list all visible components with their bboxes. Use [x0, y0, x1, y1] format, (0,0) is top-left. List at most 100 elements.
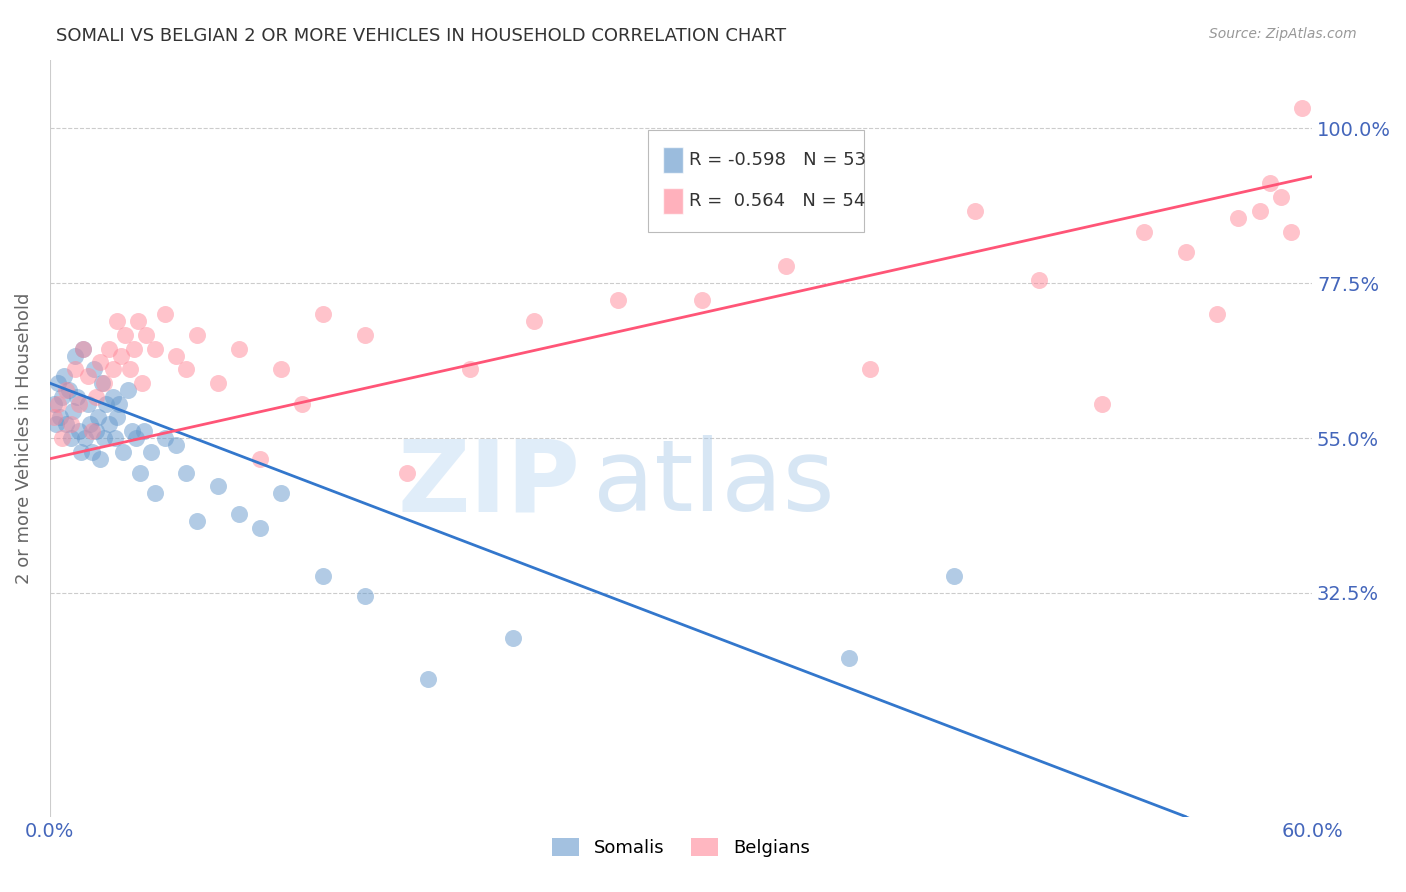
Point [129, 466, 152, 480]
Point [87, 410, 110, 425]
Point [207, 376, 229, 390]
Text: SOMALI VS BELGIAN 2 OR MORE VEHICLES IN HOUSEHOLD CORRELATION CHART: SOMALI VS BELGIAN 2 OR MORE VEHICLES IN … [56, 27, 786, 45]
Point [89, 451, 111, 466]
Point [93, 376, 115, 390]
Point [228, 342, 250, 356]
Point [63, 362, 86, 376]
Point [45, 417, 67, 432]
Point [76, 397, 98, 411]
Point [135, 327, 157, 342]
Point [1291, 101, 1313, 115]
Point [143, 486, 166, 500]
Point [93, 431, 115, 445]
Point [122, 342, 145, 356]
Point [418, 672, 440, 686]
Point [1133, 225, 1156, 239]
Point [186, 327, 208, 342]
Point [63, 349, 86, 363]
Point [1270, 190, 1292, 204]
Point [270, 362, 292, 376]
Point [1279, 225, 1302, 239]
Point [176, 362, 198, 376]
Point [121, 424, 143, 438]
Point [55, 417, 77, 432]
Point [354, 590, 377, 604]
Point [270, 486, 292, 500]
Point [1249, 204, 1271, 219]
Point [97, 342, 120, 356]
Point [110, 349, 132, 363]
Point [101, 390, 124, 404]
Point [775, 259, 797, 273]
Point [460, 362, 482, 376]
Point [80, 424, 103, 438]
Point [134, 424, 156, 438]
Point [70, 445, 93, 459]
Point [1206, 307, 1229, 321]
Point [49, 410, 72, 425]
Point [80, 445, 103, 459]
Point [117, 383, 139, 397]
Point [67, 397, 90, 411]
Point [101, 362, 124, 376]
Point [46, 376, 69, 390]
Point [396, 466, 419, 480]
Point [42, 397, 65, 411]
Point [207, 479, 229, 493]
Text: R = -0.598   N = 53: R = -0.598 N = 53 [689, 152, 866, 169]
Point [965, 204, 987, 219]
Point [51, 390, 73, 404]
Point [155, 431, 177, 445]
Point [1227, 211, 1250, 225]
Point [131, 376, 153, 390]
Point [354, 327, 377, 342]
Point [75, 431, 97, 445]
Point [312, 307, 335, 321]
Point [72, 342, 94, 356]
Point [312, 569, 335, 583]
Point [1091, 397, 1114, 411]
Point [83, 362, 105, 376]
Point [690, 293, 713, 308]
Point [291, 397, 314, 411]
Point [46, 397, 69, 411]
Point [186, 514, 208, 528]
Point [165, 349, 187, 363]
Point [838, 651, 860, 665]
Point [118, 362, 141, 376]
Point [1174, 245, 1197, 260]
Point [42, 410, 65, 425]
Point [84, 390, 107, 404]
Point [176, 466, 198, 480]
Point [72, 342, 94, 356]
Legend: Somalis, Belgians: Somalis, Belgians [546, 830, 817, 864]
Point [53, 369, 76, 384]
Point [67, 424, 90, 438]
Point [249, 520, 271, 534]
Point [502, 631, 524, 645]
Point [249, 451, 271, 466]
Point [523, 314, 546, 328]
Point [76, 369, 98, 384]
Text: atlas: atlas [592, 435, 834, 532]
Point [155, 307, 177, 321]
Text: ZIP: ZIP [396, 435, 579, 532]
Point [105, 314, 128, 328]
Point [228, 507, 250, 521]
Point [165, 438, 187, 452]
Point [79, 417, 101, 432]
Point [105, 410, 128, 425]
Point [59, 431, 82, 445]
Point [127, 314, 149, 328]
Point [62, 403, 84, 417]
Point [58, 383, 80, 397]
Point [104, 431, 127, 445]
Point [51, 431, 73, 445]
Point [84, 424, 107, 438]
Point [943, 569, 966, 583]
Point [1258, 177, 1281, 191]
Point [96, 397, 118, 411]
Point [66, 390, 89, 404]
Point [55, 383, 77, 397]
Point [1028, 273, 1050, 287]
